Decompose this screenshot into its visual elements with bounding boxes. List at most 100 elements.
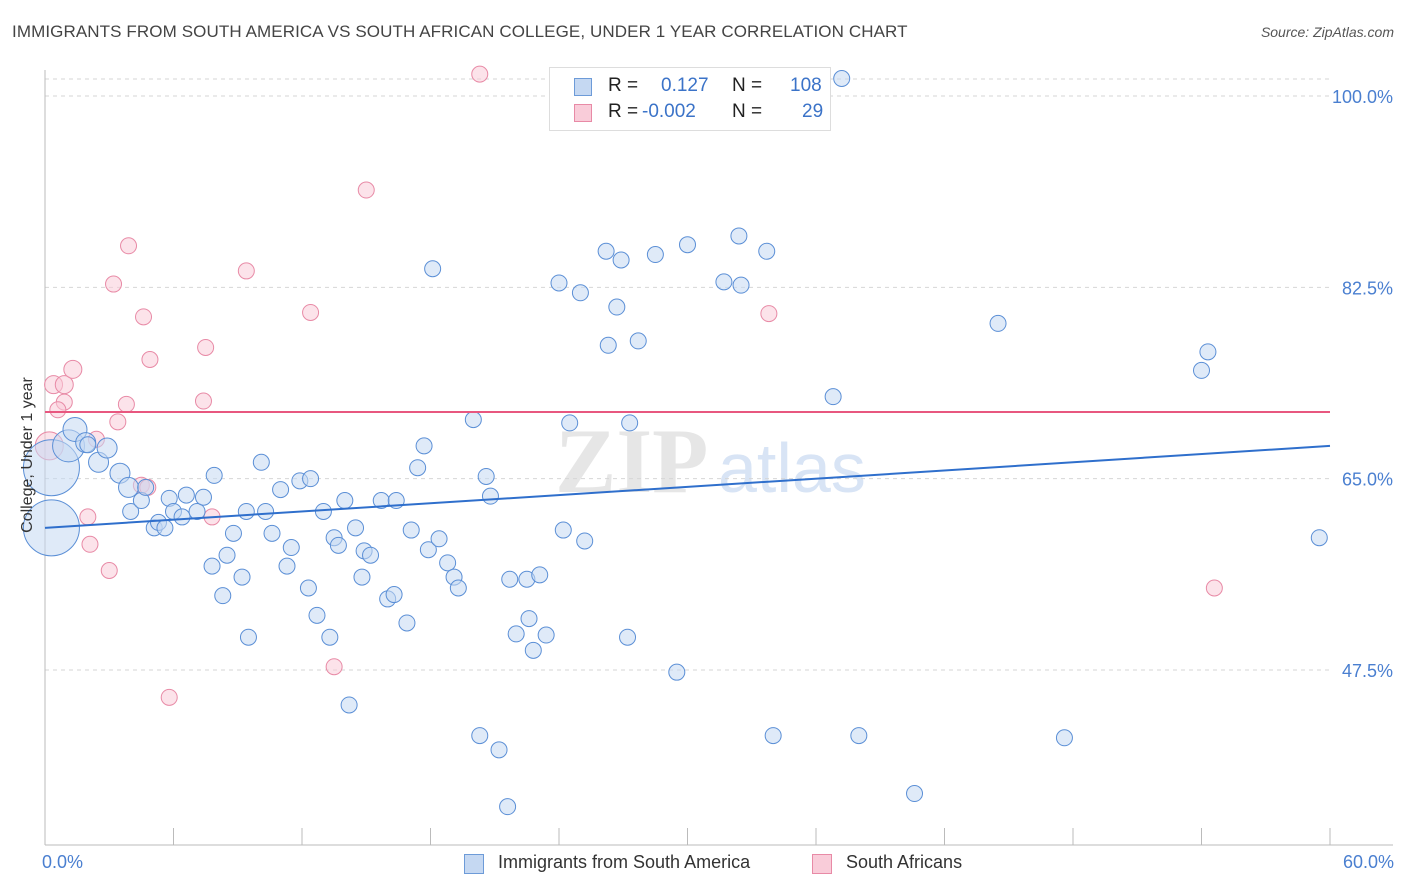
point-south-africans xyxy=(194,392,212,410)
point-immigrants xyxy=(194,488,212,506)
point-immigrants xyxy=(218,546,236,564)
point-immigrants xyxy=(1199,343,1217,361)
point-south-africans xyxy=(237,262,255,280)
point-immigrants xyxy=(263,524,281,542)
legend-n-value: 29 xyxy=(802,101,824,122)
point-immigrants xyxy=(571,284,589,302)
point-immigrants xyxy=(203,557,221,575)
point-immigrants xyxy=(764,727,782,745)
point-immigrants xyxy=(278,557,296,575)
point-immigrants xyxy=(531,566,549,584)
legend-swatch-pink xyxy=(574,104,592,122)
y-tick-label: 47.5% xyxy=(1342,661,1393,681)
point-immigrants xyxy=(715,273,733,291)
point-south-africans xyxy=(105,275,123,293)
point-immigrants xyxy=(188,502,206,520)
legend-swatch-pink xyxy=(812,854,832,874)
point-immigrants xyxy=(537,626,555,644)
point-immigrants xyxy=(205,466,223,484)
point-immigrants xyxy=(137,478,155,496)
point-immigrants xyxy=(347,519,365,537)
point-immigrants xyxy=(668,663,686,681)
point-immigrants xyxy=(679,236,696,254)
point-south-africans xyxy=(100,562,118,580)
trend-line-immigrants xyxy=(44,444,1331,529)
point-immigrants xyxy=(257,502,275,520)
y-tick-label: 82.5% xyxy=(1342,278,1393,298)
legend-r-label: R = xyxy=(608,75,639,96)
point-immigrants xyxy=(299,579,317,597)
point-south-africans xyxy=(141,350,159,368)
point-immigrants xyxy=(490,741,508,759)
point-south-africans xyxy=(302,303,320,321)
y-tick-label: 100.0% xyxy=(1332,87,1393,107)
point-immigrants xyxy=(989,314,1007,332)
point-south-africans xyxy=(197,338,215,356)
point-immigrants xyxy=(362,546,380,564)
point-immigrants xyxy=(612,251,630,269)
watermark-atlas: atlas xyxy=(718,429,866,507)
point-south-africans xyxy=(160,688,178,706)
point-immigrants xyxy=(619,628,637,646)
y-tick-labels: 47.5% 65.0% 82.5% 100.0% xyxy=(1332,87,1393,681)
point-immigrants xyxy=(597,242,615,260)
point-immigrants xyxy=(402,521,420,539)
point-immigrants xyxy=(520,610,538,628)
x-tick-label-min: 0.0% xyxy=(42,852,84,872)
point-immigrants xyxy=(824,388,842,406)
point-immigrants xyxy=(449,579,467,597)
point-immigrants xyxy=(415,437,433,455)
legend-r-value: -0.002 xyxy=(642,101,696,122)
point-immigrants xyxy=(424,260,442,278)
legend-n-label: N = xyxy=(732,75,763,96)
point-immigrants xyxy=(409,459,427,477)
point-immigrants xyxy=(576,532,594,550)
point-south-africans xyxy=(325,658,343,676)
point-immigrants xyxy=(398,614,416,632)
point-immigrants xyxy=(732,276,750,294)
y-tick-label: 65.0% xyxy=(1342,470,1393,490)
point-south-africans xyxy=(81,535,99,553)
point-immigrants xyxy=(524,641,542,659)
point-immigrants xyxy=(629,332,647,350)
legend-r-label: R = xyxy=(608,101,639,122)
point-immigrants xyxy=(340,696,358,714)
point-immigrants xyxy=(477,467,495,485)
point-immigrants xyxy=(79,436,97,454)
point-immigrants xyxy=(906,785,924,803)
point-immigrants xyxy=(321,628,339,646)
point-south-africans xyxy=(120,237,138,255)
point-immigrants xyxy=(554,521,572,539)
point-immigrants xyxy=(336,492,354,510)
point-immigrants xyxy=(464,411,482,429)
legend-r-value: 0.127 xyxy=(661,75,709,96)
y-axis-label: College, Under 1 year xyxy=(19,377,36,533)
point-immigrants xyxy=(833,70,851,88)
point-immigrants xyxy=(1310,529,1328,547)
point-immigrants xyxy=(96,437,118,459)
point-immigrants xyxy=(430,530,448,548)
point-south-africans xyxy=(54,375,74,395)
series-south-africans-points xyxy=(34,65,1223,706)
point-immigrants xyxy=(272,481,290,499)
legend-label-immigrants: Immigrants from South America xyxy=(498,852,751,872)
point-immigrants xyxy=(608,298,626,316)
point-immigrants xyxy=(758,242,776,260)
point-immigrants xyxy=(224,524,242,542)
point-immigrants xyxy=(730,227,748,245)
legend-label-south-africans: South Africans xyxy=(846,852,963,872)
point-immigrants xyxy=(385,586,403,604)
point-immigrants xyxy=(471,727,489,745)
legend-n-label: N = xyxy=(732,101,763,122)
x-tick-label-max: 60.0% xyxy=(1342,852,1394,872)
point-immigrants xyxy=(252,453,270,471)
point-immigrants xyxy=(507,625,525,643)
point-immigrants xyxy=(561,414,579,432)
point-south-africans xyxy=(471,65,489,83)
point-immigrants xyxy=(308,606,326,624)
point-south-africans xyxy=(63,359,83,379)
point-south-africans xyxy=(357,181,375,199)
point-south-africans xyxy=(109,413,127,431)
point-immigrants xyxy=(239,628,257,646)
